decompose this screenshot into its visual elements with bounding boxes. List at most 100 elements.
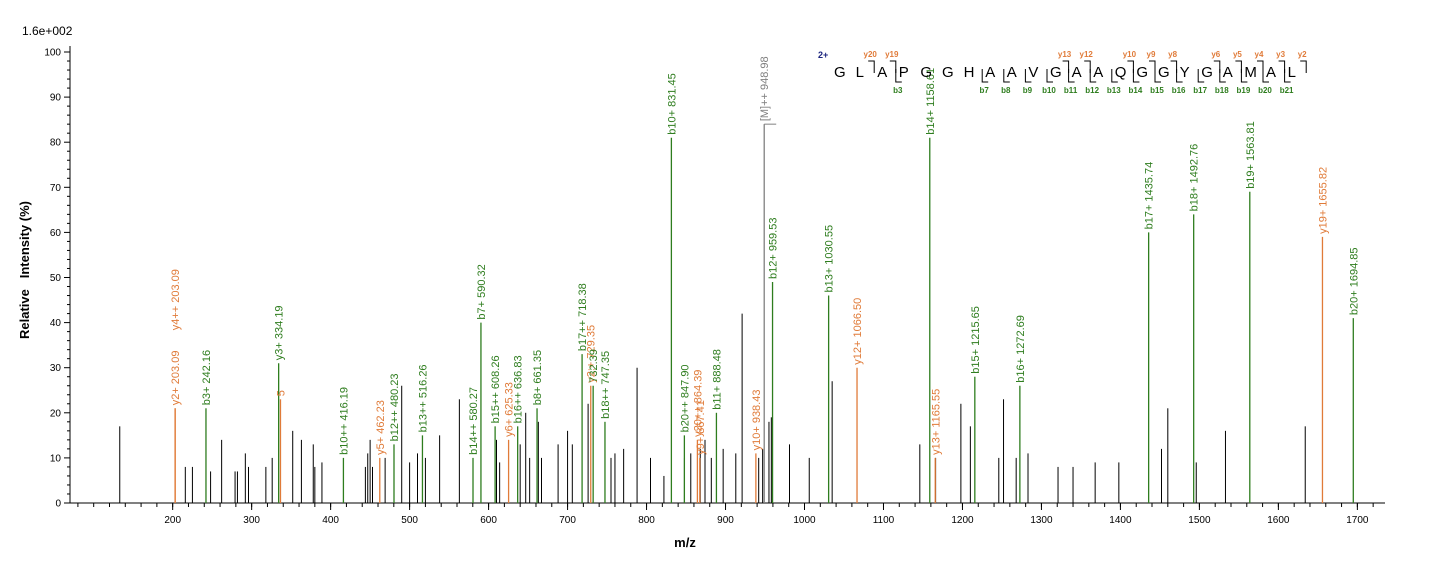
sequence-residue: G [1136,64,1148,81]
charge-state-label: 2+ [818,50,828,60]
peak-label: b16+ 1272.69 [1015,315,1027,383]
peak-label: [M]++ 948.98 [759,56,771,121]
sequence-residue: L [856,64,864,81]
x-tick-label: 1200 [951,515,974,526]
b-ion-bracket [1154,69,1161,83]
y-ion-label: y13 [1058,50,1072,59]
b-ion-bracket [1176,69,1183,83]
y-axis-title: Relative Intensity (%) [17,201,32,339]
sequence-residue: Y [1180,64,1190,81]
y-ion-label: y6 [1211,50,1220,59]
sequence-residue: Q [1115,64,1127,81]
y-tick-label: 0 [55,499,61,510]
b-ion-label: b10 [1042,86,1056,95]
peak-label: b20++ 847.90 [679,364,691,432]
y-tick-label: 40 [50,318,62,329]
b-ion-label: b19 [1237,86,1251,95]
x-tick-label: 400 [322,515,339,526]
intensity-scale-label: 1.6e+002 [22,24,73,38]
x-tick-label: 700 [559,515,576,526]
y-tick-label: 80 [50,138,62,149]
b-ion-bracket [1284,69,1291,83]
sequence-residue: A [1007,64,1017,81]
y-ion-label: y3 [1276,50,1285,59]
b-ion-bracket [1003,69,1010,83]
peak-label: b14++ 580.27 [468,387,480,455]
peak-label: b8+ 661.35 [532,350,544,405]
peak-label: b3+ 242.16 [201,350,213,405]
b-ion-label: b16 [1172,86,1186,95]
x-tick-label: 1700 [1346,515,1369,526]
peak-label: b17++ 718.38 [577,283,589,351]
peak-label: b10++ 416.19 [338,387,350,455]
b-ion-bracket [1046,69,1053,83]
y-tick-label: 70 [50,183,62,194]
peak-label: y6+ 625.33 [504,382,516,437]
y-ion-bracket [1278,60,1286,73]
x-tick-label: 600 [480,515,497,526]
y-ion-bracket [1170,60,1178,73]
peak-label: y3+ 334.19 [274,305,286,360]
peak-label: y10+ 938.43 [751,390,763,451]
y-ion-bracket [1213,60,1221,73]
b-ion-label: b8 [1001,86,1011,95]
peak-label: y13+ 1165.55 [930,389,942,455]
y-ion-label: y8 [1168,50,1177,59]
b-ion-label: b17 [1193,86,1207,95]
b-ion-bracket [1197,69,1205,83]
b-ion-bracket [1240,69,1248,83]
b-ion-bracket [1262,69,1269,83]
y-ion-bracket [1127,60,1134,73]
y-ion-bracket [868,60,875,73]
sequence-residue: A [1266,64,1276,81]
peak-labels: y2+ 203.09 y4++ 203.09 b3+ 242.16 y3+ 334.1… [170,56,1360,455]
y-tick-label: 60 [50,228,62,239]
peak-label: b7+ 590.32 [476,264,488,319]
b-ion-label: b18 [1215,86,1229,95]
x-tick-label: 1600 [1267,515,1290,526]
peak-label: b13++ 516.26 [417,364,429,432]
peak-label: y20++ 864.39 [692,370,704,437]
peak-label: b14+ 1158.61 [925,68,937,135]
y-tick-label: 10 [50,453,62,464]
b-ion-label: b13 [1107,86,1121,95]
y-ion-label: y4 [1255,50,1264,59]
b-ion-bracket [981,69,989,83]
peak-label: y12+ 1066.50 [852,298,864,365]
y-tick-label: 100 [44,48,61,59]
y-ion-label: y10 [1123,50,1137,59]
x-tick-label: 1500 [1188,515,1211,526]
y-tick-label: 50 [50,273,62,284]
y-tick-label: 90 [50,93,62,104]
peak-label: b17+ 1435.74 [1144,162,1156,230]
b-ion-bracket [895,69,902,83]
peak-label: y4++ 203.09 [170,269,182,330]
sequence-residue: A [1223,64,1233,81]
y-ion-bracket [1257,60,1264,73]
b-ion-label: b14 [1129,86,1143,95]
y-ion-bracket [1084,60,1091,73]
x-tick-label: 1100 [873,515,895,526]
y-tick-label: 20 [50,408,62,419]
peak-label: y2:+ 729.35 [586,325,598,383]
x-tick-label: 200 [164,515,181,526]
peak-label: b16++ 636.83 [513,355,525,423]
y-ion-bracket [1062,60,1070,73]
y-ion-label: y20 [864,50,878,59]
peak-label: 5 [275,390,287,396]
b-ion-label: b12 [1085,86,1099,95]
y-tick-label: 30 [50,363,62,374]
b-ion-bracket [1068,69,1075,83]
b-ion-bracket [1089,69,1097,83]
y-ion-bracket [1235,60,1242,73]
b-ion-label: b7 [980,86,990,95]
sequence-residue: G [1201,64,1213,81]
sequence-residue: M [1244,64,1257,81]
x-tick-label: 1300 [1030,515,1053,526]
b-ion-label: b3 [893,86,903,95]
x-tick-label: 300 [243,515,260,526]
b-ion-label: b15 [1150,86,1164,95]
y-ion-bracket [889,60,897,73]
